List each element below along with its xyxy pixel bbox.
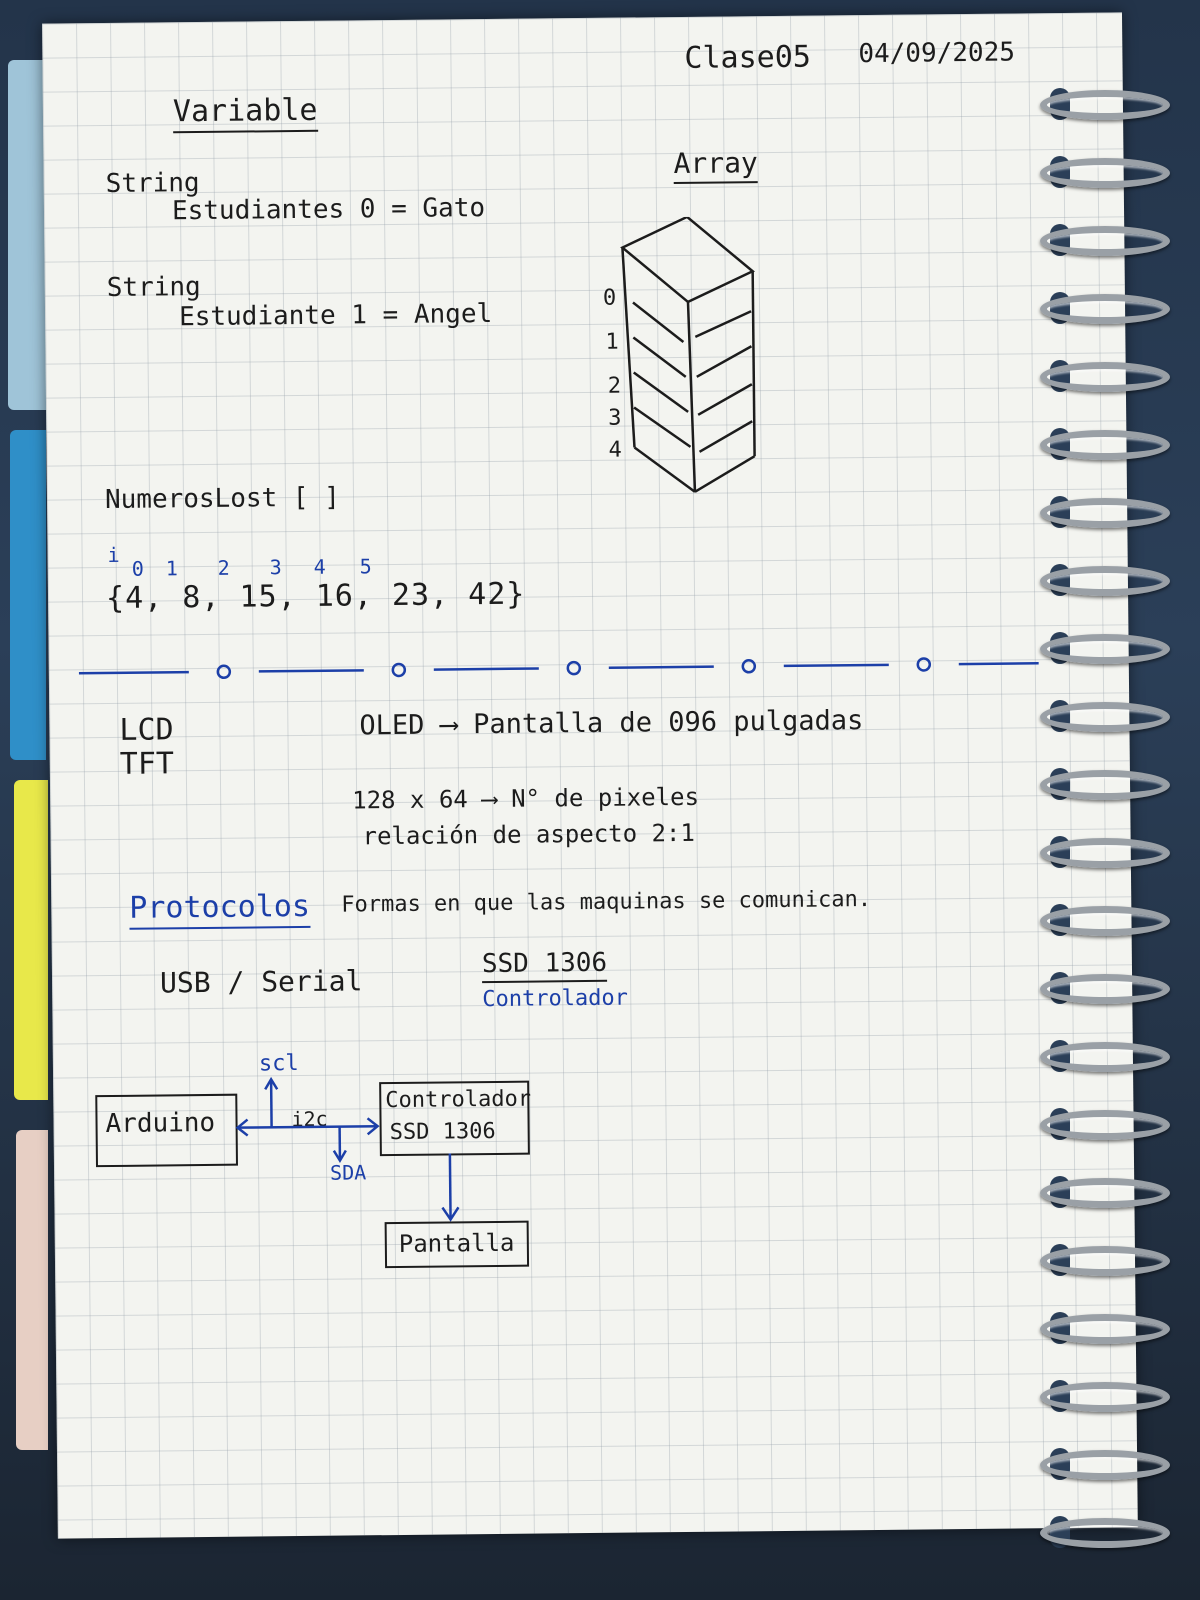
- array-box-left-edge: [621, 247, 636, 448]
- array-slot-right-1: [694, 310, 752, 338]
- screen-arrow: [441, 1153, 460, 1222]
- notebook-page: Clase05 04/09/2025 Variable String Estud…: [42, 12, 1138, 1539]
- binder-ring: [1040, 906, 1170, 936]
- array-box-bottom-left: [633, 446, 696, 493]
- binder-ring: [1040, 770, 1170, 800]
- divider-dot-4: [741, 659, 757, 674]
- array-box-drawing: [620, 216, 756, 493]
- divider-tab-yellow: [14, 780, 48, 1100]
- binder-ring: [1040, 1314, 1170, 1344]
- divider-dash-5: [783, 663, 889, 668]
- array-slot-left-3: [632, 371, 689, 413]
- divider-dot-2: [391, 662, 407, 678]
- divider-tab-pink: [16, 1130, 48, 1450]
- divider-dash-6: [958, 662, 1039, 666]
- binder-ring: [1040, 498, 1170, 528]
- screen-arrow-head: [441, 1206, 460, 1222]
- divider-dash-3: [433, 667, 539, 671]
- divider-tab-cyan: [10, 430, 46, 760]
- binder-ring: [1040, 90, 1170, 120]
- binder-ring: [1040, 1042, 1170, 1072]
- array-box-right-edge: [751, 271, 756, 457]
- divider-dot-3: [566, 660, 582, 676]
- binder-ring: [1040, 1110, 1170, 1140]
- binder-ring: [1040, 158, 1170, 188]
- array-slot-left-4: [633, 406, 692, 448]
- binder-ring: [1040, 1246, 1170, 1276]
- scl-arrow: [264, 1076, 279, 1091]
- binder-ring: [1040, 294, 1170, 324]
- binder-ring: [1040, 838, 1170, 868]
- binder-ring: [1040, 702, 1170, 732]
- array-slot-right-4: [698, 420, 753, 453]
- array-slot-right-2: [696, 345, 753, 378]
- binder-ring: [1040, 1178, 1170, 1208]
- array-box-front-edge: [686, 301, 697, 492]
- diagram-connections: [235, 1076, 380, 1164]
- binder-ring: [1040, 362, 1170, 392]
- divider-dash-4: [608, 665, 714, 670]
- array-box-top: [620, 216, 755, 304]
- divider-tab-blue: [8, 60, 48, 410]
- section-divider: [78, 657, 1039, 680]
- arrow-to-controller: [366, 1117, 380, 1136]
- array-box-bottom-right: [694, 455, 756, 493]
- divider-dot-5: [916, 657, 932, 672]
- binder-ring: [1040, 226, 1170, 256]
- divider-dot-1: [216, 664, 232, 680]
- screen-arrow-shaft: [448, 1153, 452, 1218]
- arrow-to-arduino: [235, 1118, 249, 1137]
- binder-ring: [1040, 974, 1170, 1004]
- divider-dash-2: [258, 669, 364, 673]
- binder-ring: [1040, 1518, 1170, 1548]
- sda-arrow: [332, 1149, 347, 1164]
- i2c-bus-line: [237, 1124, 378, 1129]
- binder-ring: [1040, 1450, 1170, 1480]
- binder-ring: [1040, 1382, 1170, 1412]
- divider-dash-1: [78, 670, 189, 675]
- binder-ring: [1040, 634, 1170, 664]
- array-slot-left-2: [632, 336, 687, 378]
- binder-ring: [1040, 566, 1170, 596]
- array-slot-left-1: [632, 301, 685, 343]
- binder-ring: [1040, 430, 1170, 460]
- array-slot-right-3: [697, 383, 753, 416]
